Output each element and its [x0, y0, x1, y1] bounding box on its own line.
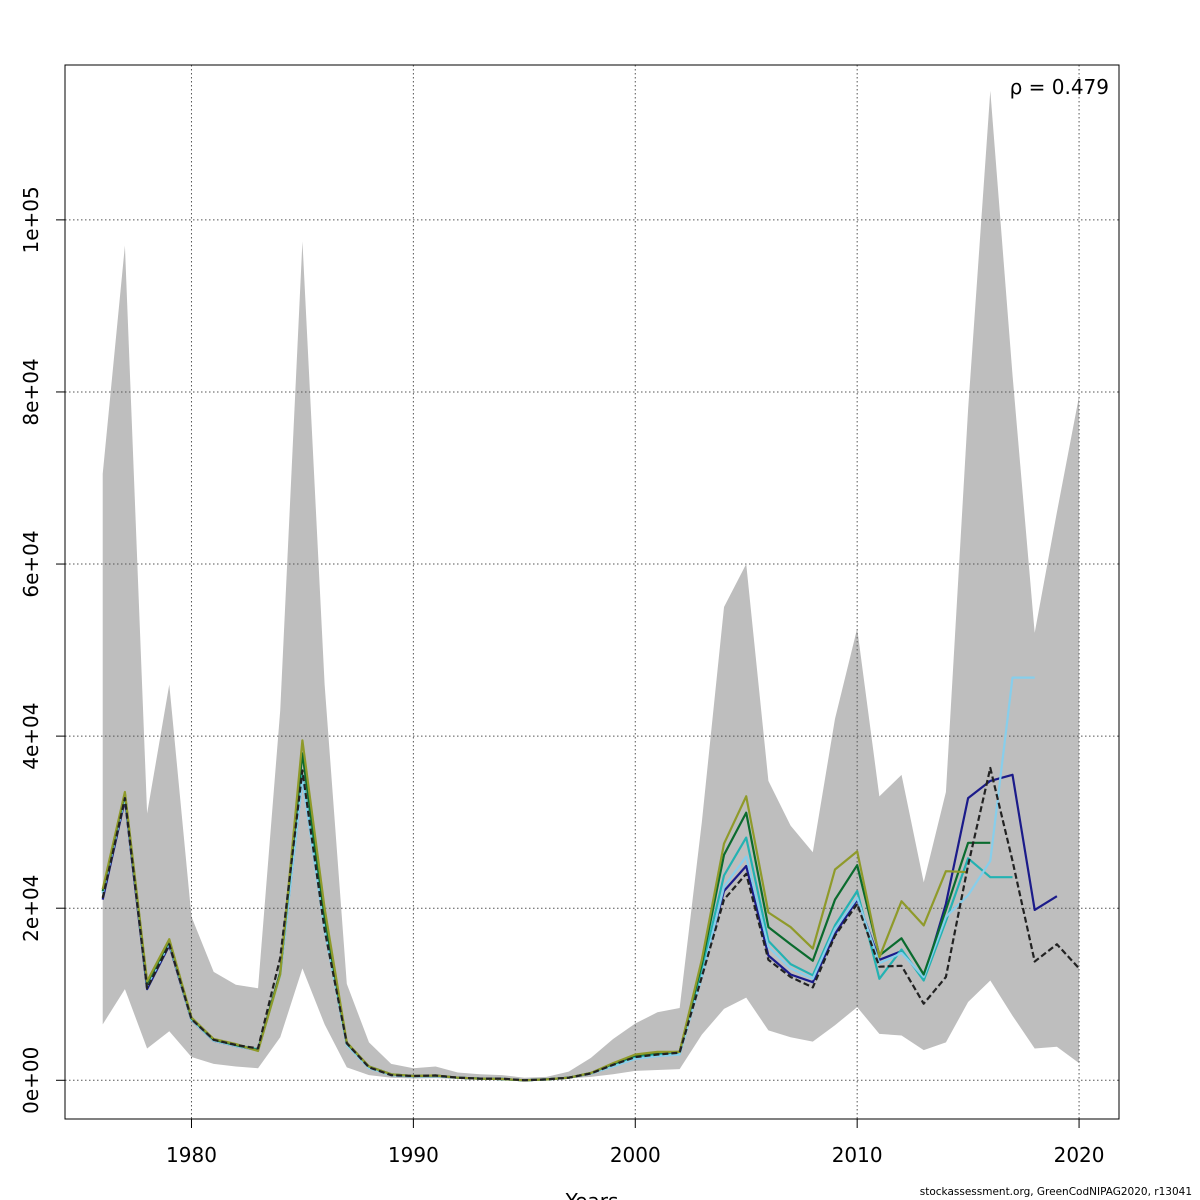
y-tick-label: 0e+00 — [19, 1047, 43, 1114]
confidence-band — [102, 90, 1080, 1081]
x-tick-label: 1980 — [166, 1143, 217, 1167]
y-tick-label: 1e+05 — [19, 186, 43, 253]
plot-frame — [64, 64, 1120, 1120]
y-tick-label: 4e+04 — [19, 702, 43, 769]
x-tick-label: 2010 — [832, 1143, 883, 1167]
y-tick-label: 8e+04 — [19, 358, 43, 425]
x-tick-label: 2020 — [1054, 1143, 1105, 1167]
y-tick-label: 2e+04 — [19, 875, 43, 942]
x-tick-label: 1990 — [388, 1143, 439, 1167]
x-tick-label: 2000 — [610, 1143, 661, 1167]
x-axis-title: Years — [565, 1189, 619, 1200]
rho-annotation: ρ = 0.479 — [1010, 75, 1109, 99]
series-line — [101, 766, 1080, 1082]
credit-text: stockassessment.org, GreenCodNIPAG2020, … — [919, 1186, 1192, 1198]
y-tick-label: 6e+04 — [19, 530, 43, 597]
confidence-band-layer — [102, 90, 1080, 1081]
y-axis: 0e+00 2e+04 4e+04 6e+04 8e+04 1e+05 — [19, 186, 65, 1114]
series-layer — [101, 676, 1080, 1082]
x-axis: 1980 1990 2000 2010 2020 — [166, 1119, 1105, 1167]
